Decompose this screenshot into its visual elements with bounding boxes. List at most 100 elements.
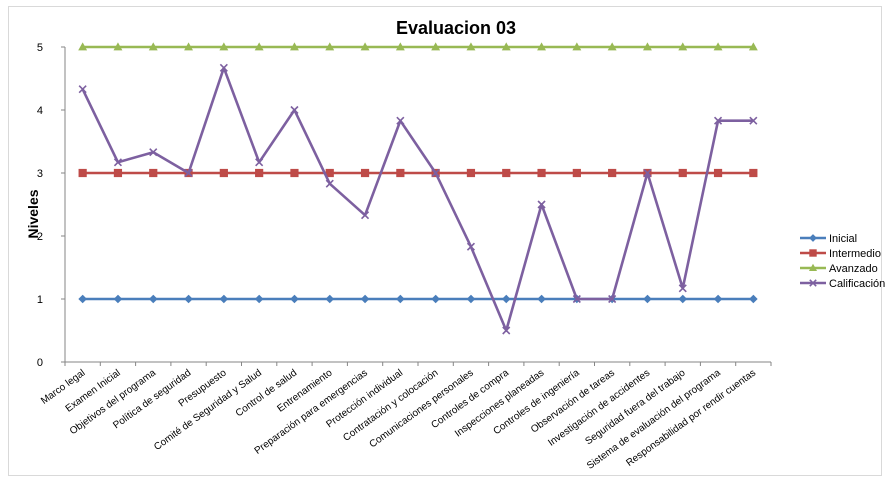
data-point-x: Controles de compra: 0.5 [502,326,511,335]
data-point-diamond: Responsabilidad por rendir cuentas: 1 [749,294,758,304]
legend-item: Calificación [800,278,885,290]
data-point-diamond: Investigación de accidentes: 1 [643,294,652,304]
data-point-x-stroke [466,242,476,251]
data-point-x-stroke [572,294,581,304]
data-point-x-stroke [537,200,546,209]
data-point-square: Responsabilidad por rendir cuentas: 3 [749,168,758,178]
data-point-diamond: Política de seguridad: 1 [184,294,193,304]
data-point-square: Examen Inicial: 3 [113,168,123,178]
chart-title: Evaluacion 03 [396,18,516,38]
data-point-diamond: Sistema de evaluación del programa: 1 [713,294,723,304]
data-point-x-stroke [749,116,758,125]
data-point-x-stroke [255,158,264,167]
data-point-x-stroke [713,116,723,125]
legend-label: Avanzado [829,263,878,275]
data-point-triangle: Entrenamiento: 5 [325,42,335,51]
x-category-label: Control de salud [234,368,299,420]
data-point-x: Comunicaciones personales: 1.83 [466,242,476,251]
data-point-triangle: Examen Inicial: 5 [113,42,123,51]
data-point-x: Control de salud: 4 [290,105,299,115]
data-point-square: Comité de Seguridad y Salud: 3 [255,168,264,178]
chart-frame [8,6,882,476]
data-point-diamond: Control de salud: 1 [290,294,299,304]
data-point-square [809,249,817,257]
data-point-triangle: Controles de compra: 5 [501,42,511,51]
x-category-label: Responsabilidad por rendir cuentas [624,368,758,469]
data-point-diamond: Preparación para emergencias: 1 [360,294,370,304]
data-point-x: Controles de ingeniería: 1 [572,294,581,304]
data-point-x-stroke [431,168,440,178]
data-point-diamond: Protección individual: 1 [396,294,405,304]
data-point-square: Protección individual: 3 [396,168,405,178]
data-point-x: Sistema de evaluación del programa: 3.83 [713,116,723,125]
data-point-triangle [808,263,818,272]
series-layer: Marco legal: 1 Examen Inicial: 1 Objetivos… [78,42,758,335]
data-point-diamond: Examen Inicial: 1 [113,294,123,304]
data-point-square: Seguridad fuera del trabajo: 3 [678,168,687,178]
data-point-triangle: Presupuesto: 5 [219,42,229,51]
data-point-triangle: Sistema de evaluación del programa: 5 [713,42,723,51]
legend-label: Calificación [829,278,885,290]
data-point-square: Comunicaciones personales: 3 [466,168,476,178]
legend: Inicial Intermedio Avanzado Calificación [800,233,885,290]
data-point-x-stroke [643,168,652,178]
series-calificacion: Marco legal: 4.33 Examen Inicial: 3.17 Obj… [78,63,758,335]
data-point-triangle: Comité de Seguridad y Salud: 5 [254,42,264,51]
data-point-diamond: Marco legal: 1 [78,294,87,304]
data-point-x: Política de seguridad: 3 [184,168,193,178]
y-axis-label: Niveles [25,189,41,238]
data-point-x-stroke [809,279,817,287]
data-point-triangle: Objetivos del programa: 5 [148,42,158,51]
data-point-x-stroke [396,116,405,125]
data-point-triangle: Comunicaciones personales: 5 [466,42,476,51]
y-tick-label: 5 [37,42,43,54]
data-point-x: Examen Inicial: 3.17 [113,158,123,167]
legend-item: Intermedio [800,248,881,260]
data-point-x-stroke [78,85,87,94]
data-point-diamond: Entrenamiento: 1 [325,294,335,304]
data-point-x-stroke [360,211,370,220]
data-point-square: Control de salud: 3 [290,168,299,178]
data-point-diamond: Objetivos del programa: 1 [148,294,158,304]
data-point-square: Controles de ingeniería: 3 [572,168,581,178]
data-point-x [809,279,817,287]
data-point-x-stroke [608,294,617,304]
data-point-triangle: Protección individual: 5 [395,42,405,51]
legend-label: Intermedio [829,248,881,260]
data-point-square: Entrenamiento: 3 [325,168,334,178]
data-point-triangle: Observación de tareas: 5 [607,42,617,51]
data-point-x: Investigación de accidentes: 3 [643,168,652,178]
data-point-triangle: Marco legal: 5 [78,42,88,51]
legend-item: Inicial [800,233,857,245]
legend-label: Inicial [829,233,857,245]
data-point-x: Protección individual: 3.83 [396,116,405,125]
series-intermedio: Marco legal: 3 Examen Inicial: 3 Objetivos… [78,168,758,178]
data-point-diamond: Controles de compra: 1 [501,294,511,304]
data-point-square: Objetivos del programa: 3 [149,168,158,178]
data-point-triangle: Investigación de accidentes: 5 [643,42,652,51]
legend-item: Avanzado [800,263,878,275]
data-point-x: Responsabilidad por rendir cuentas: 3.83 [749,116,758,125]
y-tick-label: 4 [37,105,43,117]
data-point-x: Contratación y colocación: 3 [431,168,440,178]
data-point-x-stroke [149,148,158,157]
data-point-square: Inspecciones planeadas: 3 [537,168,546,178]
data-point-square: Sistema de evaluación del programa: 3 [713,168,723,178]
data-point-x: Entrenamiento: 2.83 [325,179,334,188]
data-point-triangle: Responsabilidad por rendir cuentas: 5 [748,42,758,51]
data-point-x-stroke [184,168,193,178]
data-point-x: Observación de tareas: 1 [608,294,617,304]
series-inicial: Marco legal: 1 Examen Inicial: 1 Objetivos… [78,294,758,304]
data-point-square: Presupuesto: 3 [219,168,228,178]
data-point-triangle: Inspecciones planeadas: 5 [537,42,546,51]
data-point-x-stroke [678,284,687,293]
data-point-diamond [809,234,817,242]
data-point-x: Objetivos del programa: 3.33 [149,148,158,157]
data-point-triangle: Controles de ingeniería: 5 [572,42,582,51]
data-point-diamond: Comunicaciones personales: 1 [466,294,476,304]
data-point-triangle: Seguridad fuera del trabajo: 5 [678,42,688,51]
data-point-x-stroke [113,158,123,167]
data-point-triangle: Control de salud: 5 [290,42,299,51]
